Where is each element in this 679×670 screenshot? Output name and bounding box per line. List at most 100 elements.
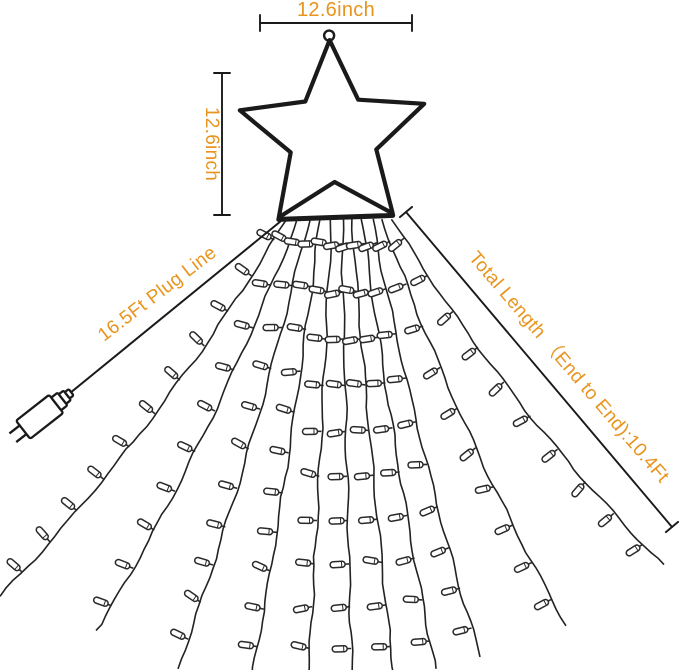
string-bulbs [372, 240, 553, 611]
bulb-icon [395, 556, 415, 566]
light-string [358, 218, 481, 658]
total-length-dimension-line [405, 211, 673, 528]
bulb-icon [233, 319, 254, 330]
bulb-icon [111, 434, 130, 448]
bulb-icon [345, 379, 366, 388]
bulb-icon [365, 379, 386, 388]
bulb-icon [240, 401, 261, 411]
top-width-label: 12.6inch [297, 0, 375, 21]
dimension-lines [213, 14, 679, 534]
bulb-icon [306, 333, 326, 343]
bulb-icon [430, 546, 450, 558]
bulb-icon [170, 628, 189, 640]
bulb-icon [114, 558, 134, 570]
string-bulbs [170, 237, 304, 640]
bulb-icon [136, 518, 155, 531]
bulb-icon [230, 437, 250, 450]
bulb-icon [328, 517, 349, 525]
string-wire [381, 218, 567, 627]
bulb-icon [263, 487, 283, 496]
star-base-bar [276, 212, 396, 222]
bulb-icon [60, 496, 78, 512]
bulb-icon [353, 472, 374, 481]
string-bulbs [237, 240, 318, 650]
bulb-icon [262, 323, 283, 332]
bulb-icon [397, 419, 417, 430]
bulb-icon [488, 381, 505, 397]
side-height-label: 12.6inch [201, 107, 222, 181]
bulb-icon [330, 603, 351, 613]
bulb-icon [206, 519, 226, 529]
bulb-icon [452, 625, 472, 636]
bulb-icon [326, 428, 347, 438]
string-wire [350, 218, 394, 670]
bulb-icon [6, 558, 23, 573]
bulb-icon [329, 560, 350, 569]
bulb-icon [251, 278, 272, 288]
bulb-icon [440, 586, 461, 596]
bulb-icon [387, 237, 405, 253]
bulb-icon [214, 361, 235, 372]
bulb-icon [244, 602, 264, 612]
bulb-icon [376, 330, 397, 340]
string-bulbs [290, 237, 331, 651]
bulb-icon [349, 425, 370, 434]
bulb-icon [372, 240, 391, 253]
bulb-icon [294, 558, 315, 567]
string-bulbs [358, 241, 472, 636]
bulb-icon [370, 642, 391, 651]
bulb-icon [189, 331, 205, 347]
bulb-icon [461, 346, 479, 361]
bulb-icon [494, 524, 514, 536]
light-string [345, 218, 437, 669]
bulb-icon [410, 637, 431, 647]
string-wire [0, 218, 288, 597]
bulb-icon [367, 287, 387, 298]
bulb-icon [156, 481, 176, 493]
star-outline [237, 37, 427, 220]
bulb-icon [183, 589, 202, 604]
string-bulbs [322, 241, 352, 653]
bulb-icon [297, 516, 318, 525]
bulb-icon [176, 441, 196, 453]
light-string [372, 218, 567, 627]
light-string [290, 218, 332, 670]
bulb-icon [35, 526, 51, 543]
bulb-icon [304, 380, 324, 389]
bulb-icon [386, 375, 407, 384]
bulb-icon [292, 604, 313, 614]
bulb-icon [407, 460, 428, 469]
bulb-icon [404, 324, 424, 335]
bulb-icon [422, 366, 441, 380]
string-bulbs [335, 242, 391, 651]
string-wire [372, 218, 481, 658]
bulb-icon [513, 561, 533, 574]
bulb-icon [322, 241, 343, 251]
bulb-icon [387, 282, 407, 294]
bulb-icon [625, 543, 644, 557]
bulb-icon [325, 379, 346, 389]
bulb-icon [387, 512, 408, 523]
bulb-icon [379, 468, 400, 477]
bulb-icon [341, 336, 362, 346]
bulb-icon [324, 335, 345, 344]
bulb-icon [419, 505, 439, 517]
bulb-icon [308, 285, 329, 295]
string-wire [251, 218, 321, 670]
bulb-icon [280, 367, 301, 377]
bulb-icon [300, 467, 320, 479]
bulb-icon [193, 556, 214, 567]
bulb-icon [459, 447, 477, 462]
bulb-icon [440, 407, 459, 421]
bulb-icon [362, 555, 383, 565]
bulb-icon [357, 516, 378, 525]
bulb-icon [410, 274, 429, 287]
bulb-icon [290, 641, 310, 651]
bulb-icon [533, 598, 553, 611]
light-string [335, 218, 394, 670]
bulb-icon [217, 480, 238, 491]
bulb-icon [358, 241, 378, 253]
bulb-icon [286, 323, 307, 332]
light-string [170, 219, 312, 670]
